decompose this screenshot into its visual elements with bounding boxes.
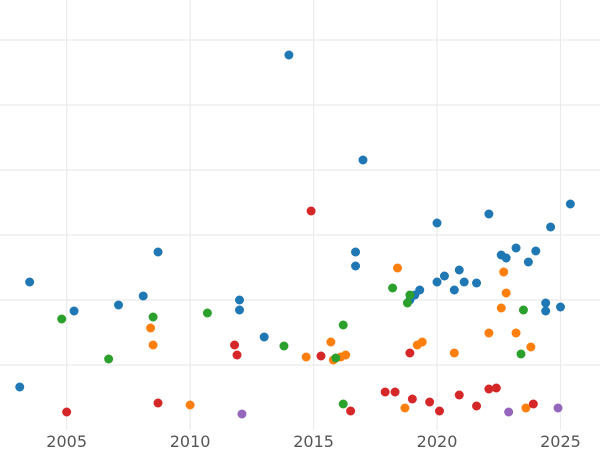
data-point-series-2 xyxy=(501,288,511,298)
data-point-series-4 xyxy=(380,387,390,397)
data-point-series-2 xyxy=(484,328,494,338)
data-point-series-1 xyxy=(501,253,511,263)
data-point-series-1 xyxy=(472,278,482,288)
data-point-series-1 xyxy=(541,298,551,308)
data-point-series-1 xyxy=(351,247,361,257)
data-points xyxy=(15,50,575,419)
data-point-series-4 xyxy=(346,406,356,416)
data-point-series-1 xyxy=(459,277,469,287)
data-point-series-1 xyxy=(432,277,442,287)
data-point-series-4 xyxy=(306,206,316,216)
data-point-series-1 xyxy=(114,300,124,310)
data-point-series-1 xyxy=(25,277,35,287)
data-point-series-3 xyxy=(331,353,341,363)
data-point-series-1 xyxy=(235,295,245,305)
data-point-series-1 xyxy=(259,332,269,342)
data-point-series-1 xyxy=(449,285,459,295)
data-point-series-3 xyxy=(104,354,114,364)
data-point-series-1 xyxy=(432,218,442,228)
data-point-series-2 xyxy=(496,303,506,313)
data-point-series-4 xyxy=(405,348,415,358)
data-point-series-3 xyxy=(338,399,348,409)
data-point-series-3 xyxy=(202,308,212,318)
data-point-series-2 xyxy=(449,348,459,358)
data-point-series-3 xyxy=(518,305,528,315)
data-point-series-1 xyxy=(358,155,368,165)
x-axis-ticks: 2005 2010 2015 2020 2025 xyxy=(46,432,581,450)
data-point-series-1 xyxy=(523,257,533,267)
data-point-series-5 xyxy=(237,409,247,419)
x-tick-label-2010: 2010 xyxy=(170,432,211,450)
data-point-series-5 xyxy=(553,403,563,413)
data-point-series-1 xyxy=(484,209,494,219)
data-point-series-2 xyxy=(526,342,536,352)
data-point-series-4 xyxy=(62,407,72,417)
data-point-series-1 xyxy=(511,243,521,253)
data-point-series-4 xyxy=(484,384,494,394)
data-point-series-4 xyxy=(491,383,501,393)
data-point-series-3 xyxy=(57,314,67,324)
data-point-series-2 xyxy=(146,323,156,333)
data-point-series-2 xyxy=(417,337,427,347)
data-point-series-4 xyxy=(435,406,445,416)
x-tick-label-2025: 2025 xyxy=(540,432,581,450)
data-point-series-2 xyxy=(400,403,410,413)
data-point-series-1 xyxy=(541,306,551,316)
data-point-series-1 xyxy=(565,199,575,209)
x-tick-label-2015: 2015 xyxy=(293,432,334,450)
data-point-series-1 xyxy=(415,285,425,295)
data-point-series-4 xyxy=(454,390,464,400)
data-point-series-3 xyxy=(279,341,289,351)
data-point-series-2 xyxy=(326,337,336,347)
data-point-series-2 xyxy=(521,403,531,413)
data-point-series-2 xyxy=(393,263,403,273)
x-tick-label-2020: 2020 xyxy=(417,432,458,450)
data-point-series-2 xyxy=(185,400,195,410)
data-point-series-4 xyxy=(528,399,538,409)
data-point-series-1 xyxy=(69,306,79,316)
data-point-series-1 xyxy=(235,305,245,315)
data-point-series-4 xyxy=(230,340,240,350)
data-point-series-2 xyxy=(511,328,521,338)
data-point-series-1 xyxy=(454,265,464,275)
data-point-series-4 xyxy=(390,387,400,397)
data-point-series-1 xyxy=(555,302,565,312)
data-point-series-3 xyxy=(388,283,398,293)
data-point-series-5 xyxy=(504,407,514,417)
x-tick-label-2005: 2005 xyxy=(46,432,87,450)
data-point-series-3 xyxy=(148,312,158,322)
data-point-series-3 xyxy=(516,349,526,359)
data-point-series-3 xyxy=(405,290,415,300)
data-point-series-2 xyxy=(499,267,509,277)
data-point-series-2 xyxy=(148,340,158,350)
data-point-series-4 xyxy=(472,401,482,411)
data-point-series-3 xyxy=(338,320,348,330)
data-point-series-3 xyxy=(402,298,412,308)
data-point-series-4 xyxy=(407,394,417,404)
data-point-series-4 xyxy=(425,397,435,407)
data-point-series-1 xyxy=(15,382,25,392)
data-point-series-1 xyxy=(138,291,148,301)
data-point-series-1 xyxy=(351,261,361,271)
data-point-series-1 xyxy=(284,50,294,60)
data-point-series-2 xyxy=(341,350,351,360)
data-point-series-2 xyxy=(301,352,311,362)
data-point-series-1 xyxy=(546,222,556,232)
data-point-series-1 xyxy=(153,247,163,257)
data-point-series-4 xyxy=(316,351,326,361)
data-point-series-1 xyxy=(439,271,449,281)
data-point-series-4 xyxy=(153,398,163,408)
data-point-series-4 xyxy=(232,350,242,360)
data-point-series-1 xyxy=(531,246,541,256)
grid-layer xyxy=(0,0,600,430)
